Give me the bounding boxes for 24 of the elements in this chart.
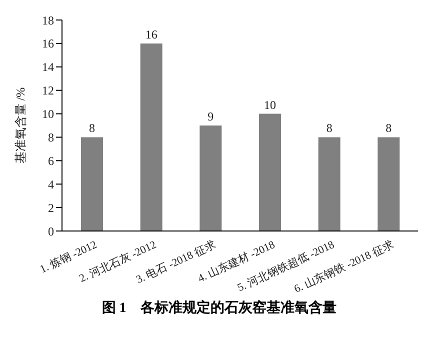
data-label: 16 <box>145 27 158 42</box>
bar <box>140 43 162 231</box>
bar <box>259 114 281 231</box>
bar <box>378 137 400 231</box>
data-label: 8 <box>89 121 95 136</box>
data-label: 10 <box>264 98 276 112</box>
bar <box>81 137 103 231</box>
text: 图 1 各标准规定的石灰窑基准氧含量 <box>100 299 338 317</box>
y-tick-label: 8 <box>48 130 54 144</box>
y-tick-label: 10 <box>42 107 54 122</box>
y-axis-title: 基准氧含量 /% <box>13 87 28 164</box>
data-label: 9 <box>208 110 214 124</box>
y-tick-label: 16 <box>42 36 54 51</box>
y-tick-label: 2 <box>48 200 54 215</box>
y-tick-label: 14 <box>42 60 54 74</box>
y-tick-label: 18 <box>42 13 54 28</box>
y-tick-label: 12 <box>42 84 54 98</box>
data-label: 8 <box>386 121 392 136</box>
y-tick-label: 0 <box>48 224 54 238</box>
bar <box>200 126 222 231</box>
data-label: 8 <box>326 121 332 136</box>
bar <box>318 137 340 231</box>
y-tick-label: 4 <box>48 177 54 192</box>
y-tick-label: 6 <box>48 154 54 168</box>
